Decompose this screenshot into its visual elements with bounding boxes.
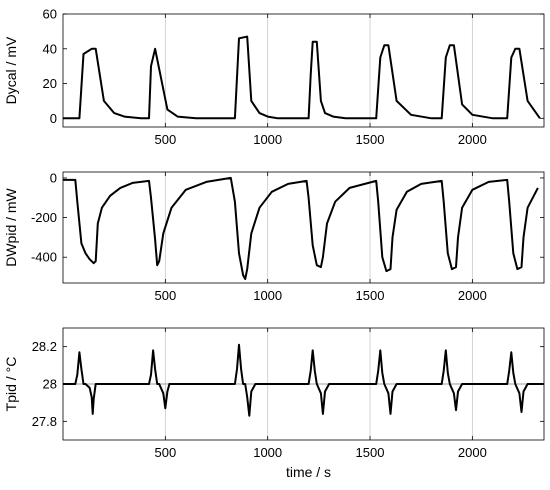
x-tick-label: 500 — [154, 288, 176, 303]
x-tick-label: 1500 — [356, 288, 385, 303]
y-tick-label: 20 — [43, 76, 57, 91]
y-axis-label: Tpid / °C — [3, 357, 19, 412]
y-tick-label: 60 — [43, 7, 57, 22]
x-tick-label: 2000 — [458, 132, 487, 147]
y-tick-label: 0 — [50, 170, 57, 185]
y-tick-label: -200 — [31, 210, 57, 225]
y-tick-label: 27.8 — [32, 414, 57, 429]
plot-frame — [62, 13, 545, 128]
y-axis-label: DWpid / mW — [3, 187, 19, 266]
x-tick-label: 2000 — [458, 288, 487, 303]
x-tick-label: 2000 — [458, 445, 487, 460]
x-tick-label: 1500 — [356, 445, 385, 460]
x-tick-label: 1000 — [253, 132, 282, 147]
y-tick-label: -400 — [31, 250, 57, 265]
x-tick-label: 500 — [154, 445, 176, 460]
panel-3: 500 1000 1500 2000 27.8 28 28.2 Tpid / °C time /… — [3, 327, 545, 480]
x-tick-label: 1000 — [253, 288, 282, 303]
x-tick-label: 500 — [154, 132, 176, 147]
signal-trace — [63, 35, 541, 120]
y-tick-label: 28.2 — [32, 339, 57, 354]
plot-frame — [62, 171, 545, 284]
panel-1: 500 1000 1500 2000 0 20 40 60 Dycal / mV — [3, 7, 545, 147]
y-axis-label: Dycal / mV — [3, 36, 19, 104]
x-tick-label: 1000 — [253, 445, 282, 460]
y-tick-label: 28 — [43, 377, 57, 392]
panel-2: 500 1000 1500 2000 -400 -200 0 DWpid / mW — [3, 170, 545, 303]
signal-trace — [63, 176, 539, 280]
x-axis-label: time / s — [286, 464, 331, 480]
x-tick-label: 1500 — [356, 132, 385, 147]
y-tick-label: 0 — [50, 111, 57, 126]
signal-trace — [63, 343, 544, 417]
y-tick-label: 40 — [43, 41, 57, 56]
